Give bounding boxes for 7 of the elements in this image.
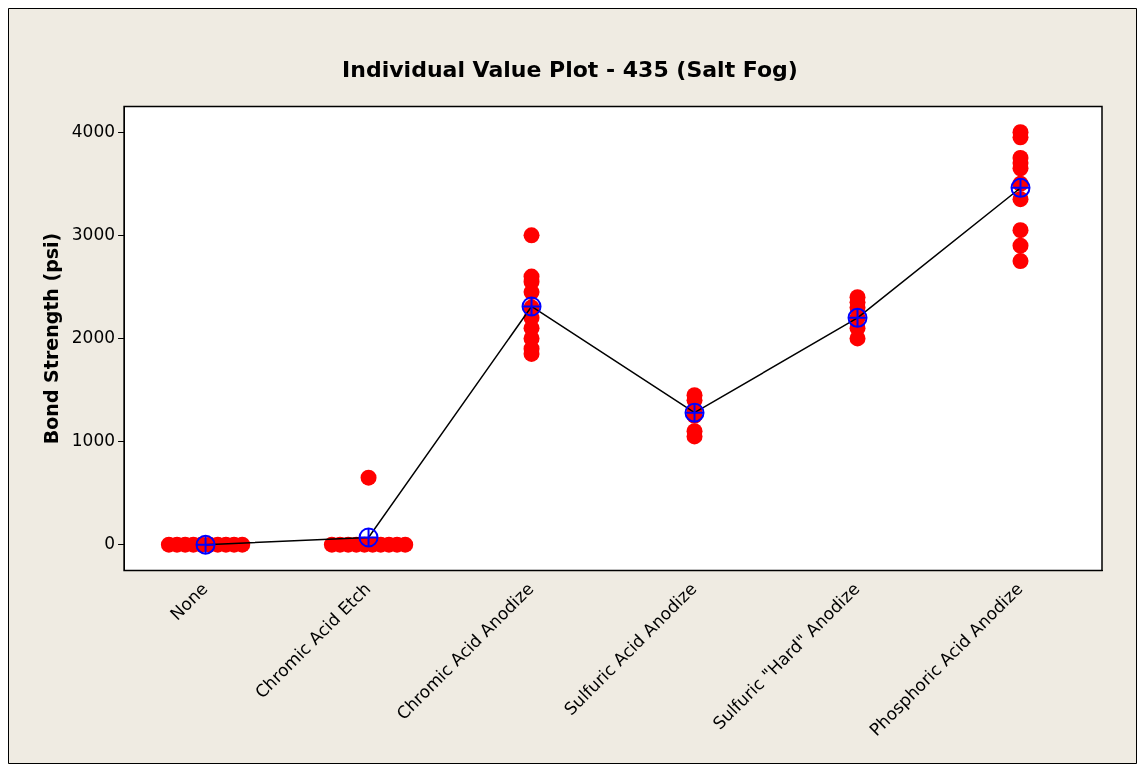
y-tick-label: 4000 <box>71 120 116 141</box>
y-tick-label: 0 <box>104 533 116 554</box>
y-tick-label: 1000 <box>71 430 116 450</box>
chart-title: Individual Value Plot - 435 (Salt Fog) <box>342 56 798 82</box>
y-axis-title: Bond Strength (psi) <box>40 232 63 445</box>
y-tick-label: 2000 <box>71 326 116 347</box>
y-tick-label: 3000 <box>71 223 116 244</box>
